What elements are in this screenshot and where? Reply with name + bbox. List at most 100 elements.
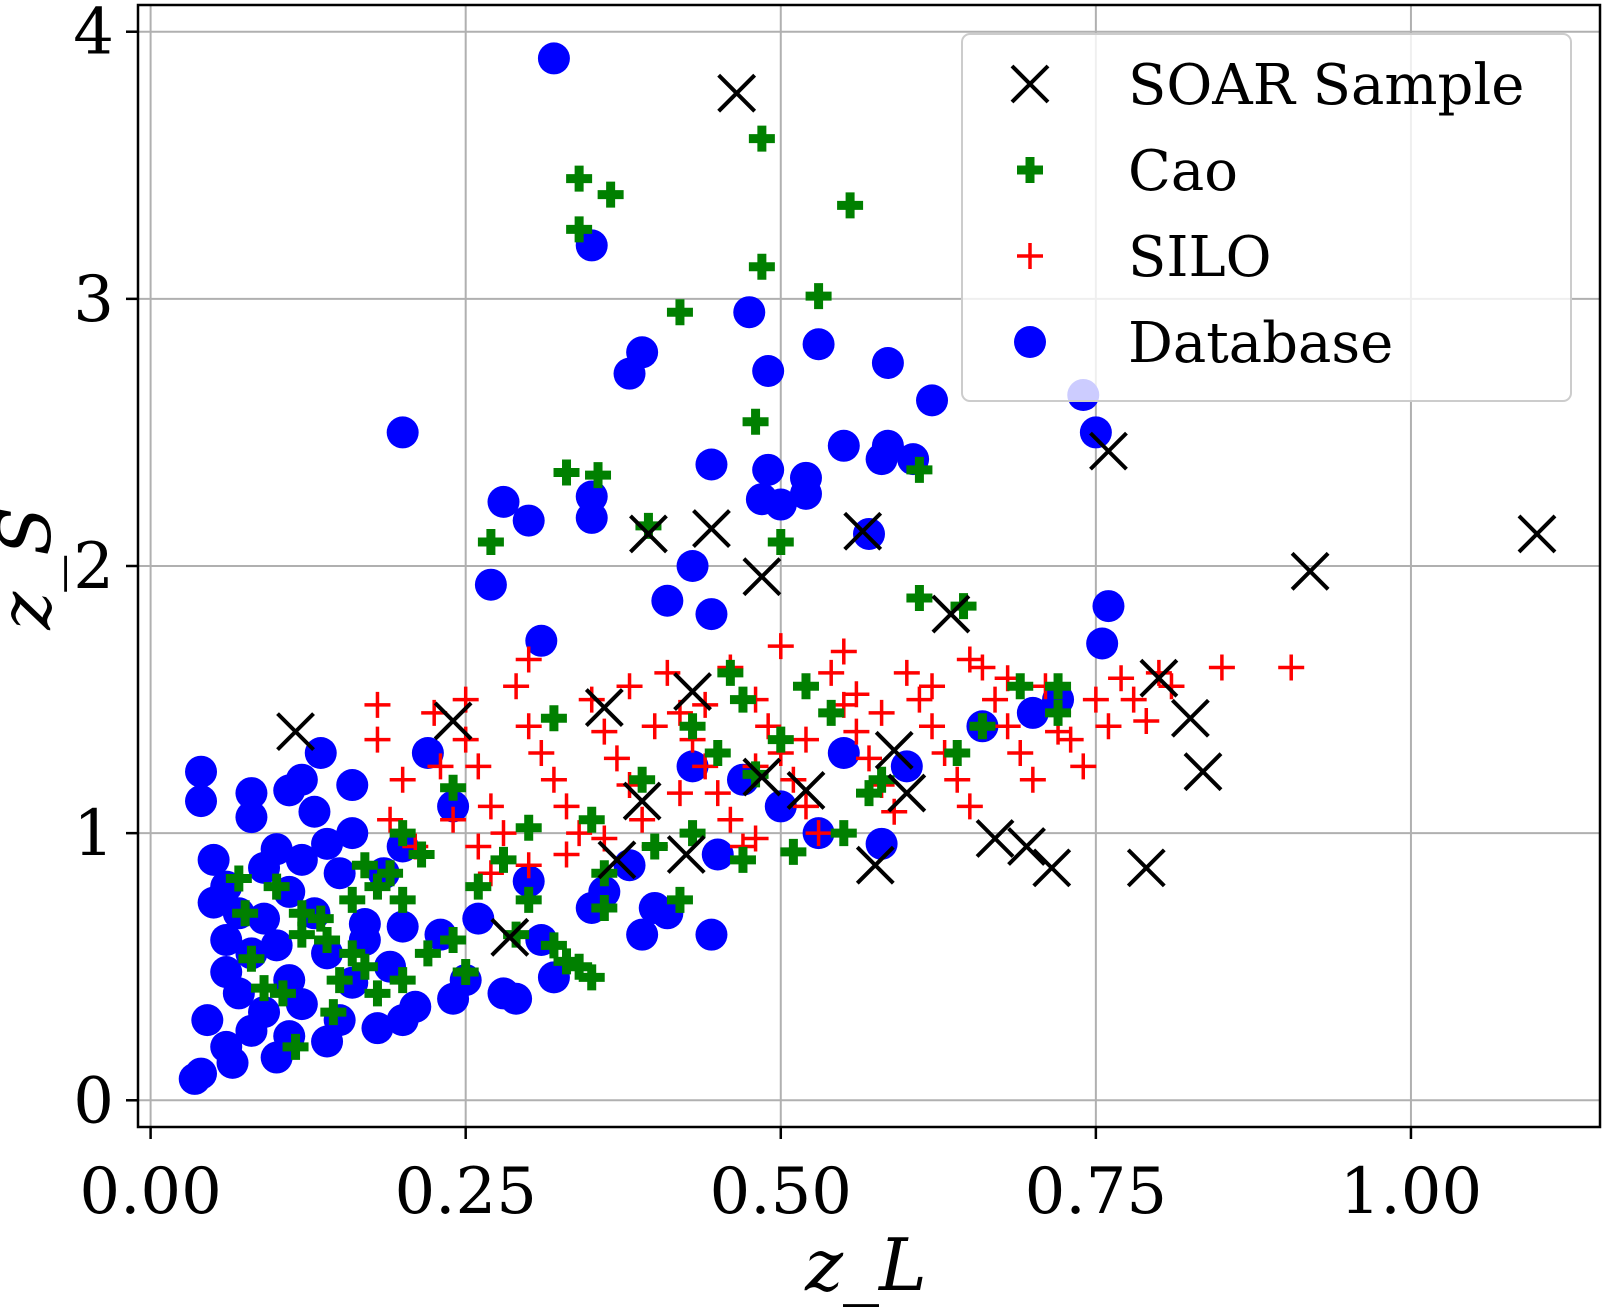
database-point — [733, 296, 766, 329]
cao-point — [490, 846, 517, 873]
x-tick-label: 0.75 — [1025, 1155, 1168, 1229]
cao-point — [414, 940, 441, 967]
cao-point — [238, 945, 265, 972]
cao-point — [748, 253, 775, 280]
x-axis-label: z_L — [804, 1223, 927, 1307]
cao-point — [515, 886, 542, 913]
silo-point — [956, 793, 983, 820]
cao-point — [288, 921, 315, 948]
silo-point — [452, 726, 479, 753]
silo-point — [906, 686, 933, 713]
y-axis-label: z_S — [0, 506, 67, 630]
silo-point — [477, 793, 504, 820]
soar-sample-point — [597, 840, 637, 880]
silo-point — [919, 673, 946, 700]
database-point — [348, 924, 381, 956]
soar-sample-point — [673, 672, 712, 711]
database-point — [752, 354, 785, 387]
cao-point — [465, 873, 492, 900]
silo-point — [528, 740, 555, 766]
silo-point — [1208, 654, 1235, 681]
database-point — [764, 488, 797, 521]
legend-marker-database — [1014, 326, 1046, 358]
database-point — [374, 950, 407, 983]
silo-point — [364, 726, 391, 753]
soar-sample-point — [742, 757, 782, 797]
cao-point — [566, 216, 593, 243]
legend: SOAR Sample Cao SILO Database — [961, 33, 1572, 402]
soar-sample-point — [584, 688, 624, 728]
database-point — [1086, 627, 1119, 660]
x-tick-label: 1.00 — [1340, 1155, 1483, 1229]
silo-point — [553, 793, 580, 820]
silo-point — [377, 806, 404, 833]
database-point — [197, 886, 230, 919]
database-point — [304, 737, 337, 769]
cao-point — [578, 806, 605, 833]
soar-sample-point — [855, 845, 895, 885]
cao-point — [364, 980, 391, 1007]
database-point — [695, 598, 728, 631]
axis-ticks: 0.00 0.25 0.50 0.75 1.00 0 1 2 3 4 — [73, 0, 1482, 1229]
cao-point — [320, 999, 347, 1026]
database-point — [361, 1012, 394, 1045]
cao-point — [282, 1033, 309, 1060]
cao-point — [597, 181, 624, 208]
soar-sample-point — [786, 770, 826, 810]
database-point — [613, 849, 646, 882]
silo-point — [440, 806, 467, 833]
database-point — [298, 795, 331, 828]
database-point — [626, 336, 659, 369]
database-point — [537, 42, 570, 75]
cao-point — [780, 838, 807, 865]
database-point — [1079, 416, 1112, 449]
cao-point — [566, 165, 593, 192]
cao-point — [666, 886, 693, 913]
legend-marker-soar-sample — [1010, 64, 1050, 104]
cao-point — [251, 975, 278, 1002]
silo-point — [881, 798, 908, 825]
silo-point — [641, 713, 668, 740]
database-point — [437, 790, 470, 823]
cao-point — [679, 713, 706, 740]
x-tick-label: 0.00 — [79, 1155, 222, 1229]
series-soar-sample — [276, 73, 1557, 957]
y-tick-label: 3 — [73, 263, 114, 337]
silo-point — [868, 699, 895, 726]
database-point — [487, 485, 520, 518]
soar-sample-point — [1183, 752, 1223, 792]
y-tick-label: 1 — [73, 797, 114, 871]
cao-point — [950, 593, 977, 620]
silo-point — [389, 766, 416, 793]
soar-sample-point — [975, 819, 1015, 858]
x-tick-label: 0.25 — [394, 1155, 537, 1229]
database-point — [575, 229, 608, 262]
database-point — [222, 977, 255, 1010]
cao-point — [906, 585, 933, 612]
cao-point — [351, 953, 378, 980]
cao-point — [679, 820, 706, 847]
database-point — [890, 750, 923, 783]
database-point — [1016, 696, 1049, 729]
silo-point — [578, 686, 605, 713]
cao-point — [389, 820, 416, 847]
database-point — [651, 584, 684, 617]
y-tick-label: 2 — [73, 530, 114, 604]
database-point — [474, 568, 507, 601]
database-point — [399, 990, 432, 1023]
legend-label: Database — [1128, 311, 1393, 376]
cao-point — [263, 873, 290, 900]
cao-point — [364, 873, 391, 900]
cao-point — [591, 894, 618, 921]
cao-point — [389, 886, 416, 913]
silo-point — [994, 713, 1021, 740]
soar-sample-point — [666, 835, 706, 874]
silo-point — [666, 780, 693, 807]
silo-point — [490, 820, 517, 847]
silo-point — [956, 646, 983, 673]
cao-point — [1007, 673, 1034, 700]
y-tick-label: 0 — [73, 1064, 114, 1138]
cao-point — [389, 967, 416, 994]
cao-point — [704, 740, 731, 766]
